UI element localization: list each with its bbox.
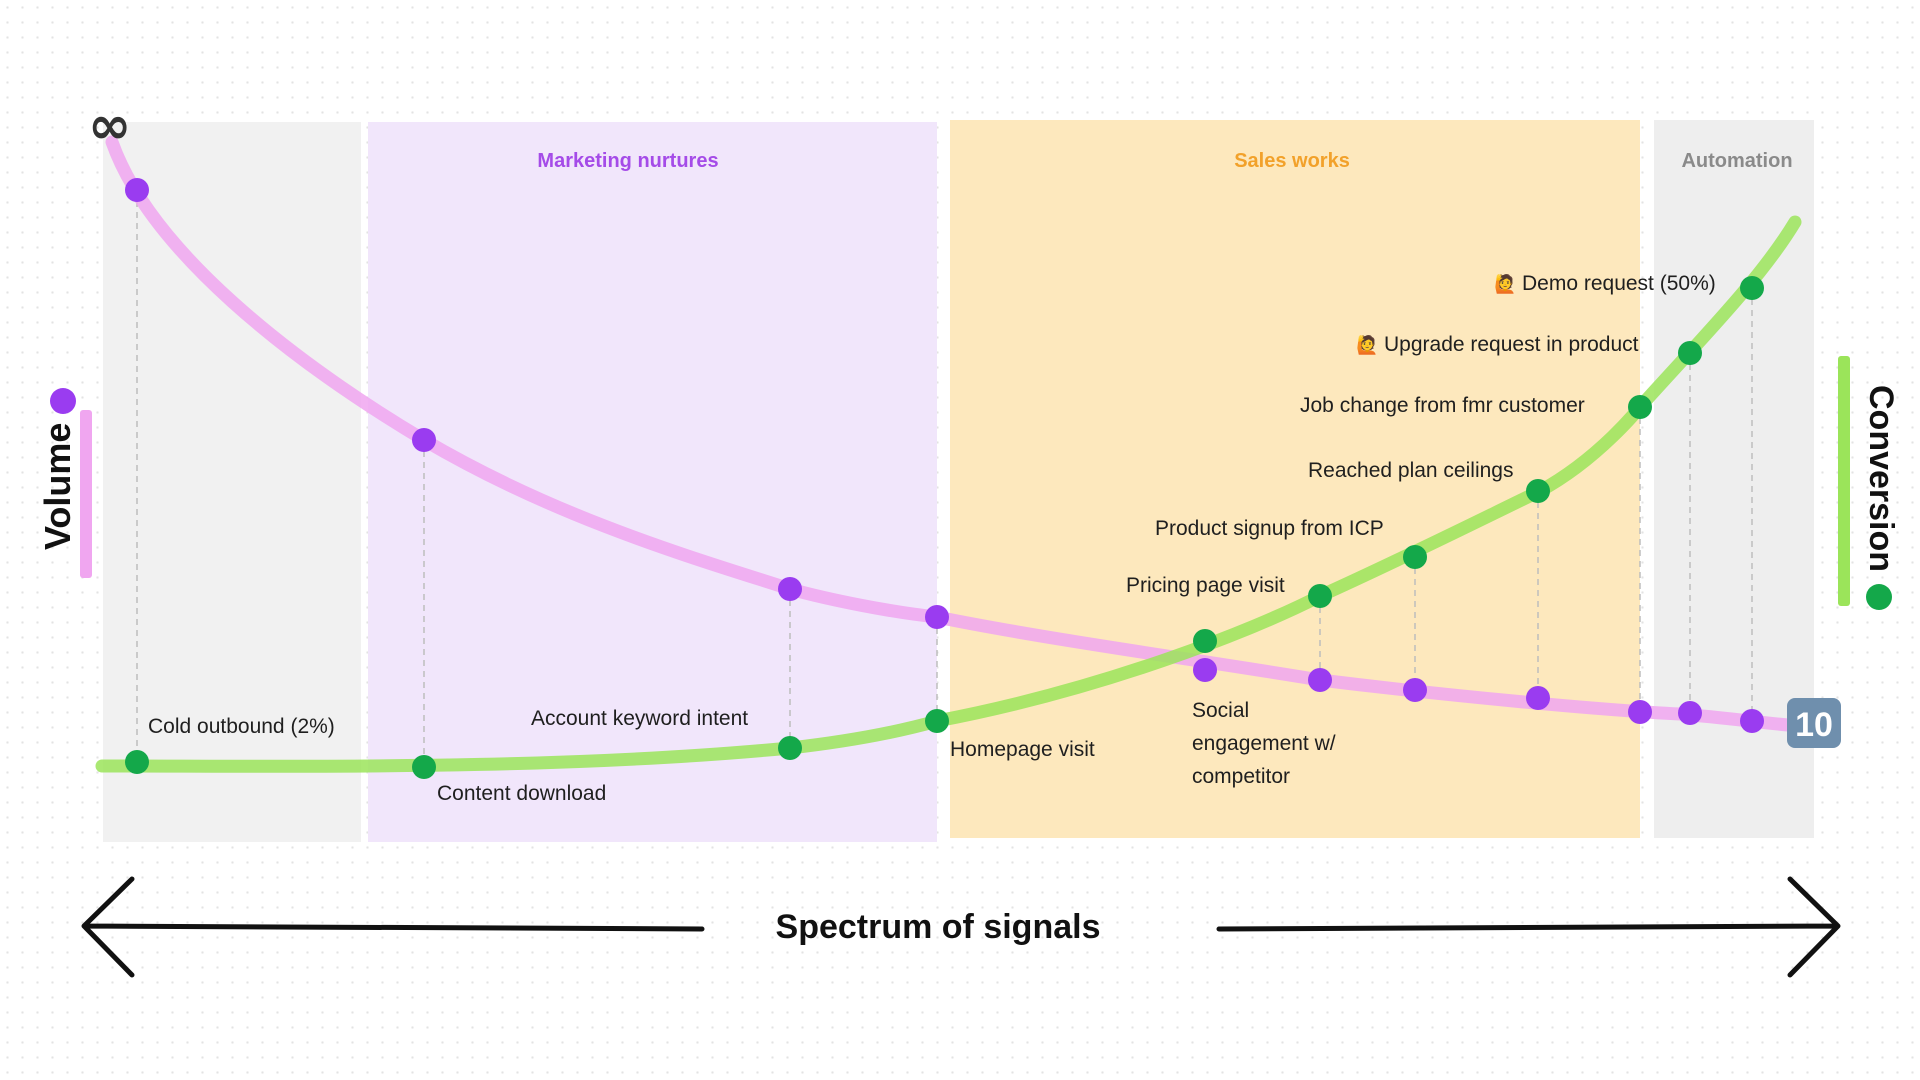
conversion-point — [1193, 629, 1217, 653]
volume-point — [412, 428, 436, 452]
conversion-point — [1678, 341, 1702, 365]
signal-label-homepage-visit: Homepage visit — [950, 738, 1095, 761]
volume-point — [1403, 678, 1427, 702]
conversion-points — [125, 276, 1764, 779]
volume-axis-title: Volume — [37, 423, 78, 550]
signal-label-product-signup: Product signup from ICP — [1155, 517, 1384, 540]
zone-title-automation: Automation — [1681, 150, 1792, 172]
signal-label-cold-outbound: Cold outbound (2%) — [148, 715, 335, 738]
conversion-point — [925, 709, 949, 733]
infinity-icon: ∞ — [88, 96, 131, 156]
raised-hand-icon: 🙋 — [1494, 273, 1516, 294]
volume-point — [1308, 668, 1332, 692]
signal-label-reached-plan-ceilings: Reached plan ceilings — [1308, 459, 1513, 482]
volume-legend-bar — [80, 410, 92, 578]
signal-label-demo-request: Demo request (50%) — [1522, 272, 1716, 295]
volume-legend-dot — [50, 388, 76, 414]
ten-badge — [1787, 698, 1841, 748]
conversion-point — [412, 755, 436, 779]
conversion-point — [1526, 479, 1550, 503]
signal-label-upgrade-request: Upgrade request in product — [1384, 333, 1639, 356]
conversion-point — [1403, 545, 1427, 569]
signal-label-social-line3: competitor — [1192, 765, 1290, 788]
conversion-legend-dot — [1866, 584, 1892, 610]
volume-point — [1526, 686, 1550, 710]
conversion-point — [1740, 276, 1764, 300]
signal-label-content-download: Content download — [437, 782, 606, 805]
conversion-legend-bar — [1838, 356, 1850, 606]
zone-title-sales: Sales works — [1234, 150, 1350, 172]
volume-point — [1628, 700, 1652, 724]
zone-title-marketing: Marketing nurtures — [537, 150, 718, 172]
spectrum-title: Spectrum of signals — [776, 908, 1101, 946]
conversion-axis-title: Conversion — [1862, 385, 1900, 572]
conversion-point — [1628, 395, 1652, 419]
conversion-point — [1308, 584, 1332, 608]
signal-label-pricing-page-visit: Pricing page visit — [1126, 574, 1285, 597]
volume-point — [1740, 709, 1764, 733]
ten-badge-label: 10 — [1795, 706, 1833, 744]
signal-label-social-line2: engagement w/ — [1192, 732, 1336, 755]
raised-hand-icon: 🙋 — [1356, 334, 1378, 355]
conversion-point — [778, 736, 802, 760]
volume-point — [925, 605, 949, 629]
leader-lines — [136, 190, 1753, 767]
volume-point — [125, 178, 149, 202]
volume-point — [1678, 701, 1702, 725]
signal-label-account-keyword-intent: Account keyword intent — [531, 707, 748, 730]
volume-point — [1193, 658, 1217, 682]
signal-label-social-line1: Social — [1192, 699, 1249, 722]
signal-label-job-change: Job change from fmr customer — [1300, 394, 1585, 417]
right-arrow-icon — [1216, 876, 1841, 978]
volume-points — [125, 178, 1764, 733]
left-arrow-icon — [81, 876, 705, 978]
conversion-point — [125, 750, 149, 774]
zone-marketing-background — [368, 122, 937, 842]
volume-point — [778, 577, 802, 601]
zone-cold-background — [103, 122, 361, 842]
zone-sales-background — [950, 120, 1640, 838]
